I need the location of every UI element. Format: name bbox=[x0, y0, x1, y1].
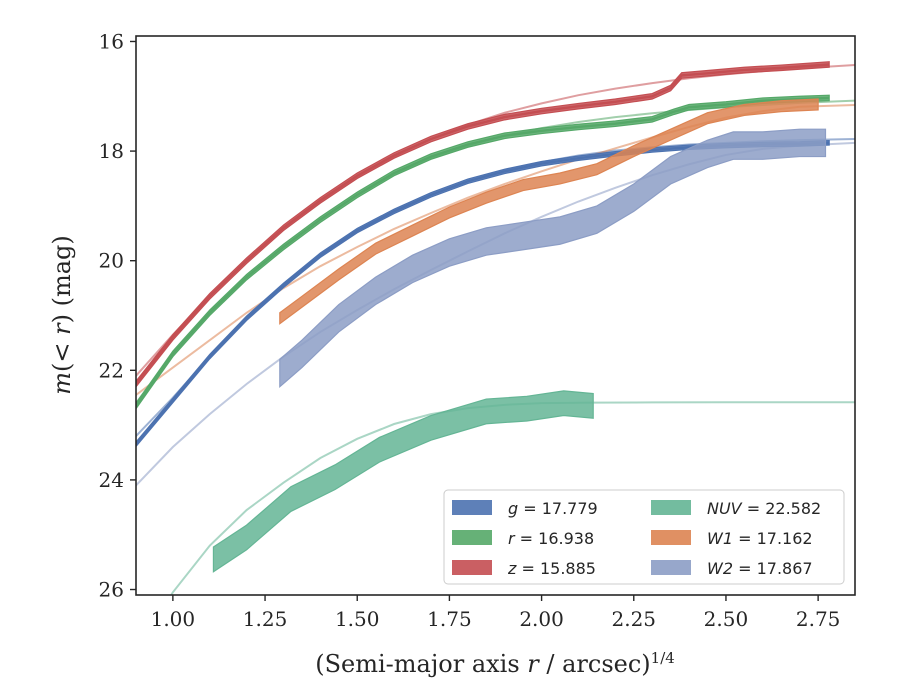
y-tick-label: 22 bbox=[99, 358, 124, 382]
profile-line-1 bbox=[136, 96, 830, 407]
plot-frame bbox=[135, 35, 856, 596]
fit-curve-0 bbox=[136, 138, 855, 437]
y-axis-label: m(< r) (mag) bbox=[48, 235, 76, 395]
legend-swatch-3 bbox=[651, 500, 691, 515]
x-axis: 1.00 1.25 1.50 1.75 2.00 2.25 2.50 2.75 bbox=[151, 595, 841, 631]
profile-line-2 bbox=[136, 63, 830, 385]
legend-swatch-5 bbox=[651, 560, 691, 575]
fit-curve-3 bbox=[170, 401, 855, 595]
profile-band-2 bbox=[136, 61, 830, 388]
profile-band-4 bbox=[279, 98, 819, 325]
legend-label-4: W1 = 17.162 bbox=[707, 529, 813, 548]
y-tick-label: 16 bbox=[99, 29, 124, 53]
profile-band-1 bbox=[136, 94, 830, 410]
profile-band-3 bbox=[212, 390, 594, 573]
x-tick-label: 1.50 bbox=[335, 607, 380, 631]
x-tick-label: 2.25 bbox=[612, 607, 657, 631]
x-axis-label: (Semi-major axis r / arcsec)1/4 bbox=[315, 649, 675, 678]
x-tick-label: 1.00 bbox=[151, 607, 196, 631]
legend-swatch-2 bbox=[452, 560, 492, 575]
x-tick-label: 2.75 bbox=[796, 607, 841, 631]
legend: g = 17.779 r = 16.938 z = 15.885 NUV = 22.5… bbox=[443, 489, 845, 585]
y-tick-label: 26 bbox=[99, 578, 124, 602]
y-tick-label: 24 bbox=[99, 468, 124, 492]
x-tick-label: 2.50 bbox=[704, 607, 749, 631]
legend-label-5: W2 = 17.867 bbox=[707, 559, 813, 578]
legend-swatch-1 bbox=[452, 530, 492, 545]
legend-label-2: z = 15.885 bbox=[507, 559, 596, 578]
legend-label-3: NUV = 22.582 bbox=[707, 499, 821, 518]
x-tick-label: 1.75 bbox=[427, 607, 472, 631]
legend-swatch-4 bbox=[651, 530, 691, 545]
legend-swatch-0 bbox=[452, 500, 492, 515]
profile-band-5 bbox=[279, 128, 827, 389]
x-tick-label: 1.25 bbox=[243, 607, 288, 631]
legend-label-0: g = 17.779 bbox=[508, 499, 598, 518]
profile-line-0 bbox=[136, 141, 830, 446]
legend-frame bbox=[443, 489, 845, 585]
y-axis: 16 18 20 22 24 26 bbox=[99, 29, 136, 602]
y-tick-label: 18 bbox=[99, 139, 124, 163]
legend-label-1: r = 16.938 bbox=[508, 529, 594, 548]
x-tick-label: 2.00 bbox=[519, 607, 564, 631]
plot-area bbox=[136, 61, 855, 595]
y-tick-label: 20 bbox=[99, 249, 124, 273]
